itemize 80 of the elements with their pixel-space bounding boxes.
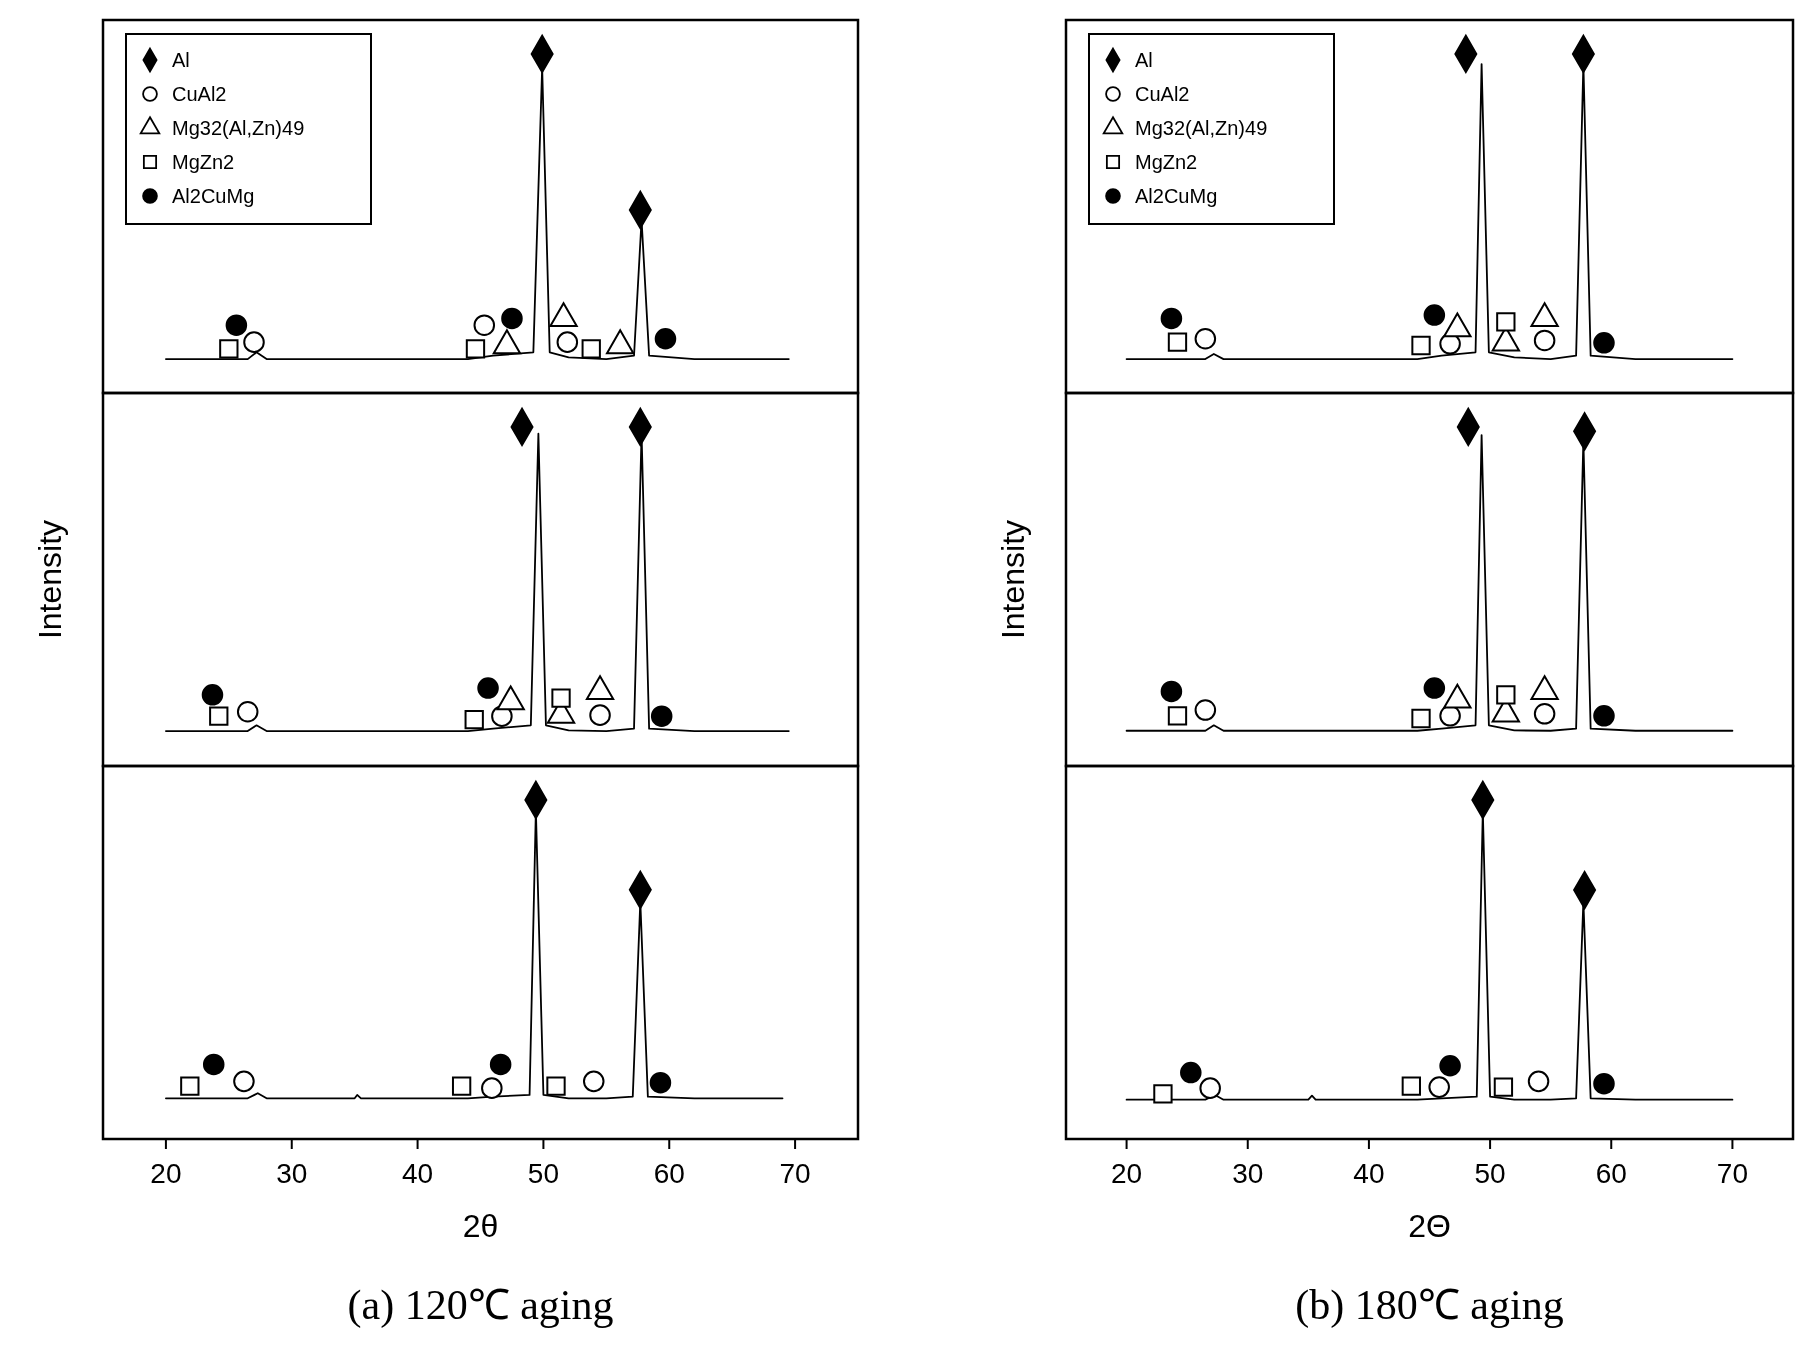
point — [551, 688, 571, 708]
point — [1439, 705, 1461, 727]
point — [1439, 1055, 1461, 1077]
point — [1167, 332, 1188, 352]
x-tick-label: 30 — [276, 1158, 308, 1189]
x-tick-label: 20 — [150, 1158, 182, 1189]
point — [201, 684, 224, 706]
point — [464, 709, 484, 730]
point — [546, 1076, 566, 1096]
point — [202, 1053, 225, 1076]
legend-label: MgZn2 — [172, 151, 235, 173]
x-tick-label: 40 — [1353, 1158, 1385, 1189]
point — [1593, 705, 1615, 727]
legend-label: MgZn2 — [1135, 151, 1198, 173]
legend-label: Al2CuMg — [172, 185, 255, 207]
y-axis-title: Intensity — [995, 519, 1031, 640]
point — [1167, 706, 1188, 726]
point — [589, 704, 611, 726]
x-axis-title: 2Θ — [1408, 1208, 1451, 1244]
point — [501, 307, 523, 330]
x-tick-label: 60 — [1595, 1158, 1627, 1189]
point — [649, 1071, 672, 1094]
point — [1160, 307, 1183, 330]
point — [1496, 685, 1516, 705]
point — [451, 1076, 472, 1096]
x-axis-title: 2θ — [462, 1208, 499, 1244]
x-tick-label: 70 — [1716, 1158, 1748, 1189]
point — [1593, 332, 1615, 354]
x-tick-label: 50 — [527, 1158, 559, 1189]
point — [465, 339, 486, 359]
point — [1496, 312, 1516, 332]
point — [1401, 1076, 1421, 1096]
legend-label: Mg32(Al,Zn)49 — [172, 117, 305, 139]
x-tick-label: 60 — [653, 1158, 685, 1189]
point — [219, 339, 239, 359]
point — [1527, 1070, 1550, 1093]
point — [233, 1070, 255, 1093]
point — [654, 327, 677, 350]
text: (a) 120℃ aging — [347, 1282, 614, 1329]
legend-label: CuAl2 — [172, 83, 227, 105]
point — [1194, 699, 1217, 721]
point — [1493, 1077, 1514, 1097]
point — [477, 677, 499, 699]
point — [1411, 335, 1431, 356]
x-tick-label: 30 — [1232, 1158, 1264, 1189]
point — [243, 331, 265, 353]
point — [582, 1070, 605, 1093]
point — [1423, 304, 1446, 326]
legend-label: Mg32(Al,Zn)49 — [1135, 117, 1268, 139]
legend-label: CuAl2 — [1135, 83, 1190, 105]
text: (b) 180℃ aging — [1295, 1282, 1564, 1329]
legend-label: Al — [1135, 49, 1153, 71]
point — [1533, 703, 1556, 725]
point — [1411, 708, 1431, 729]
point — [1199, 1077, 1221, 1099]
point — [180, 1076, 200, 1096]
legend-label: Al — [172, 49, 190, 71]
point — [225, 314, 248, 336]
point — [1423, 677, 1446, 699]
point — [1180, 1061, 1202, 1084]
point — [236, 700, 259, 723]
point — [473, 314, 496, 336]
point — [1194, 327, 1217, 350]
point — [1593, 1072, 1615, 1095]
x-tick-label: 20 — [1111, 1158, 1143, 1189]
x-tick-label: 50 — [1474, 1158, 1506, 1189]
point — [209, 706, 229, 726]
x-tick-label: 40 — [402, 1158, 434, 1189]
point — [489, 1053, 512, 1076]
x-tick-label: 70 — [779, 1158, 811, 1189]
y-axis-title: Intensity — [32, 519, 68, 640]
point — [1160, 680, 1183, 703]
point — [1428, 1076, 1450, 1098]
point — [1533, 329, 1556, 352]
point — [481, 1077, 503, 1099]
point — [556, 331, 579, 353]
point — [581, 339, 601, 359]
point — [1153, 1084, 1173, 1104]
legend-label: Al2CuMg — [1135, 185, 1218, 207]
point — [650, 705, 673, 727]
